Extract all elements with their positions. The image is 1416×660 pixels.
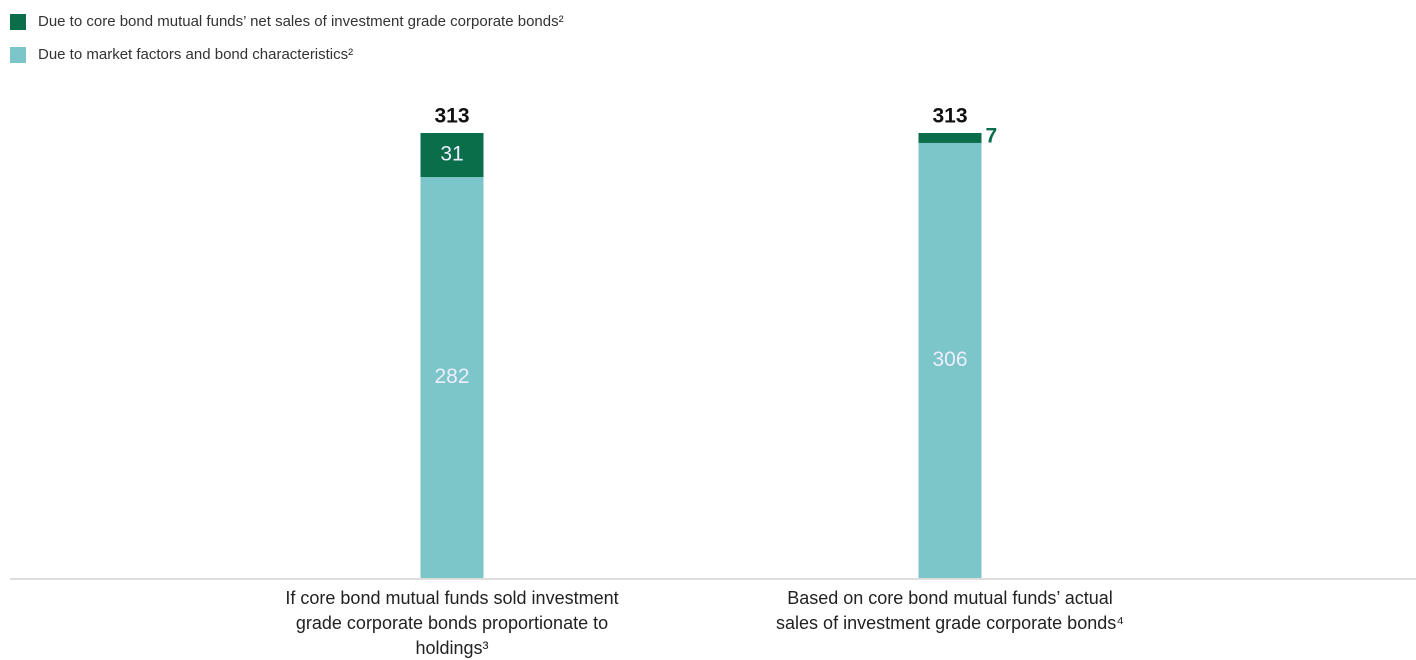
- value-label: 282: [434, 365, 469, 388]
- category-label: If core bond mutual funds sold investmen…: [285, 588, 619, 658]
- bar-segment: [918, 142, 982, 578]
- total-label: 313: [932, 105, 967, 128]
- legend-label: Due to market factors and bond character…: [38, 46, 353, 63]
- total-label: 313: [434, 105, 469, 128]
- legend-swatch: [10, 14, 26, 30]
- value-label: 31: [440, 143, 463, 166]
- bar-segment: [420, 177, 484, 578]
- value-label: 7: [986, 125, 998, 148]
- bar-segment: [918, 133, 982, 143]
- legend-label: Due to core bond mutual funds’ net sales…: [38, 13, 564, 30]
- legend-swatch: [10, 47, 26, 63]
- value-label: 306: [932, 348, 967, 371]
- category-label: Based on core bond mutual funds’ actual …: [776, 588, 1124, 633]
- bar-segment: [420, 133, 484, 178]
